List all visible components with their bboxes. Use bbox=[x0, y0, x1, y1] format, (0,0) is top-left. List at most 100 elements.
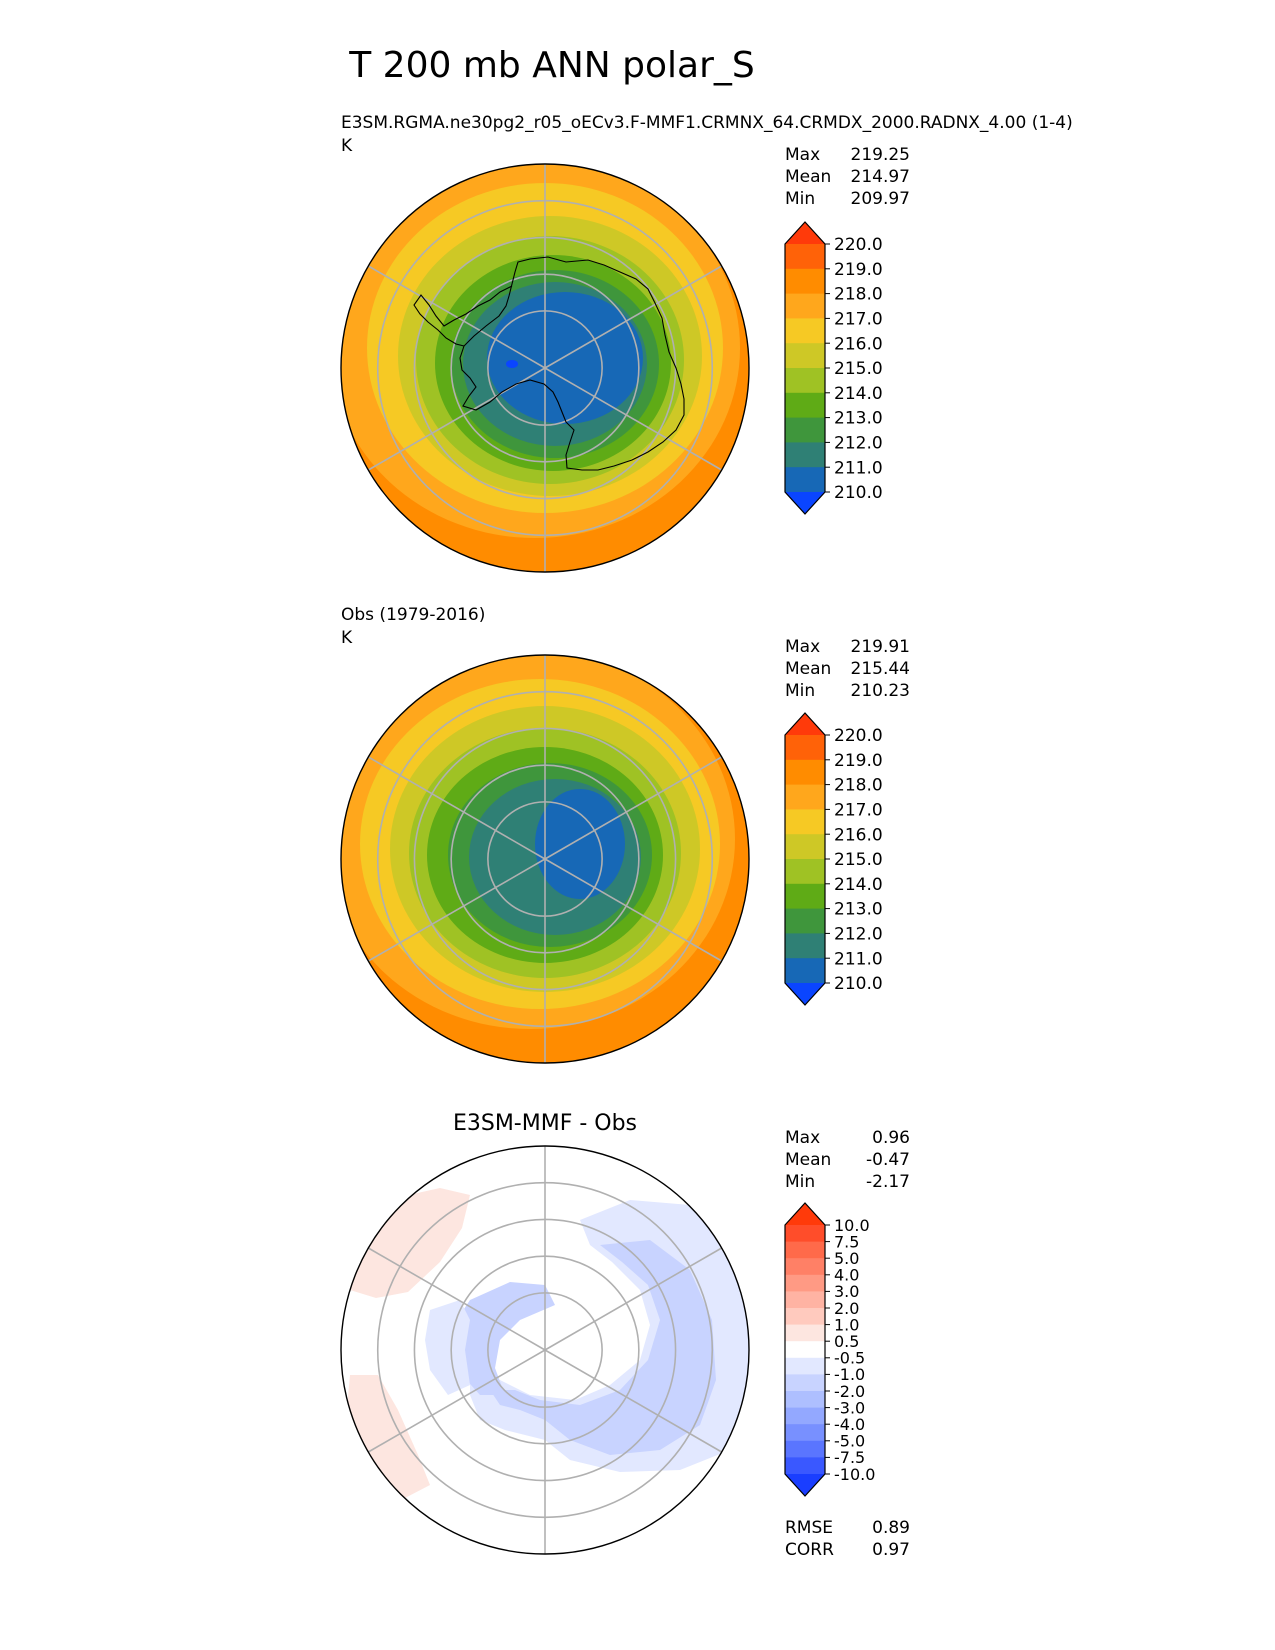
model-colorbar-segment bbox=[785, 293, 825, 319]
model-colorbar-tick-label: 219.0 bbox=[834, 260, 883, 280]
model-colorbar-tick-label: 217.0 bbox=[834, 310, 883, 330]
diff-colorbar-segment bbox=[785, 1308, 825, 1326]
obs-stat-min-value: 210.23 bbox=[851, 681, 910, 701]
diff-stat-max-value: 0.96 bbox=[872, 1128, 910, 1148]
diff-colorbar-segment bbox=[785, 1324, 825, 1342]
meridian-line bbox=[544, 1349, 723, 1453]
obs-polar-map bbox=[340, 654, 750, 1064]
meridian-line bbox=[367, 1247, 546, 1351]
model-colorbar-segment bbox=[785, 467, 825, 493]
diff-colorbar: 10.07.55.04.03.02.01.00.5-0.5-1.0-2.0-3.… bbox=[784, 1202, 875, 1497]
model-map-border bbox=[340, 163, 750, 573]
model-colorbar-tick-label: 211.0 bbox=[834, 458, 883, 478]
model-colorbar-segment bbox=[785, 343, 825, 369]
temperature-contour-band bbox=[535, 789, 625, 899]
diff-map-border bbox=[340, 1145, 750, 1555]
meridian-line bbox=[367, 367, 546, 471]
diff-colorbar-segment bbox=[785, 1225, 825, 1243]
diff-colorbar-segment bbox=[785, 1440, 825, 1458]
meridian-line bbox=[544, 858, 723, 962]
diff-metric-rmse-value: 0.89 bbox=[872, 1518, 910, 1538]
diff-colorbar-tick-label: 1.0 bbox=[834, 1315, 859, 1334]
model-stat-max-value: 219.25 bbox=[851, 145, 910, 165]
model-coastline bbox=[413, 256, 685, 471]
obs-colorbar-segment bbox=[785, 933, 825, 959]
obs-colorbar-tick-label: 213.0 bbox=[834, 900, 883, 920]
obs-colorbar-extend-max bbox=[785, 713, 825, 735]
diff-colorbar-tick-label: -1.0 bbox=[834, 1365, 865, 1384]
diff-colorbar-tick-label: -4.0 bbox=[834, 1415, 865, 1434]
model-colorbar-segment bbox=[785, 417, 825, 443]
diff-colorbar-tick-label: 10.0 bbox=[834, 1216, 870, 1235]
diff-colorbar-tick-label: -7.5 bbox=[834, 1448, 865, 1467]
diff-colorbar-segment bbox=[785, 1391, 825, 1409]
model-peninsula-coastline bbox=[413, 285, 513, 347]
diff-colorbar-extend-min bbox=[785, 1474, 825, 1496]
diff-metric-corr-value: 0.97 bbox=[872, 1540, 910, 1560]
obs-colorbar-tick-label: 215.0 bbox=[834, 850, 883, 870]
obs-colorbar-tick-label: 212.0 bbox=[834, 925, 883, 945]
meridian-line bbox=[544, 265, 723, 369]
diff-metrics: RMSE 0.89 CORR 0.97 bbox=[785, 1518, 910, 1560]
model-stat-max-label: Max bbox=[785, 145, 820, 165]
model-colorbar-tick-label: 213.0 bbox=[834, 409, 883, 429]
diff-colorbar-extend-max bbox=[785, 1203, 825, 1225]
panel-model: E3SM.RGMA.ne30pg2_r05_oECv3.F-MMF1.CRMNX… bbox=[340, 113, 1073, 573]
obs-colorbar-extend-min bbox=[785, 983, 825, 1005]
obs-colorbar-tick-label: 219.0 bbox=[834, 751, 883, 771]
panel-obs-title: Obs (1979-2016) bbox=[341, 605, 485, 625]
diff-colorbar-segment bbox=[785, 1407, 825, 1425]
obs-colorbar-tick-label: 211.0 bbox=[834, 949, 883, 969]
meridian-line bbox=[544, 1247, 723, 1351]
obs-colorbar-tick-label: 217.0 bbox=[834, 801, 883, 821]
obs-colorbar-segment bbox=[785, 883, 825, 910]
obs-colorbar-segment bbox=[785, 809, 825, 835]
model-colorbar-segment bbox=[785, 244, 825, 270]
diff-colorbar-tick-label: -0.5 bbox=[834, 1349, 865, 1368]
obs-colorbar-segment bbox=[785, 908, 825, 934]
diff-colorbar-tick-label: 3.0 bbox=[834, 1282, 859, 1301]
model-stat-mean-value: 214.97 bbox=[851, 167, 910, 187]
panel-model-title: E3SM.RGMA.ne30pg2_r05_oECv3.F-MMF1.CRMNX… bbox=[341, 113, 1073, 133]
model-temperature-field bbox=[341, 164, 740, 538]
model-colorbar-segment bbox=[785, 268, 825, 295]
obs-stat-min-label: Min bbox=[785, 681, 815, 701]
obs-colorbar-segment bbox=[785, 759, 825, 786]
panel-model-units: K bbox=[341, 136, 353, 156]
diff-polar-map bbox=[340, 1145, 750, 1555]
panel-diff-title: E3SM-MMF - Obs bbox=[453, 1111, 637, 1136]
model-polar-map bbox=[340, 163, 750, 573]
diff-graticule bbox=[367, 1146, 723, 1554]
diff-metric-rmse-label: RMSE bbox=[785, 1518, 833, 1538]
obs-colorbar-segment bbox=[785, 859, 825, 885]
obs-colorbar-tick-label: 216.0 bbox=[834, 825, 883, 845]
diff-negative-anomaly-west bbox=[425, 1300, 470, 1395]
meridian-line bbox=[367, 858, 546, 962]
model-colorbar-segment bbox=[785, 368, 825, 394]
obs-colorbar-tick-label: 214.0 bbox=[834, 875, 883, 895]
diff-metric-corr-label: CORR bbox=[785, 1540, 834, 1560]
diff-colorbar-tick-label: 4.0 bbox=[834, 1266, 859, 1285]
diff-stats: Max 0.96 Mean -0.47 Min -2.17 bbox=[785, 1128, 910, 1192]
obs-stat-mean-label: Mean bbox=[785, 659, 831, 679]
model-stats: Max 219.25 Mean 214.97 Min 209.97 bbox=[785, 145, 910, 209]
temperature-contour-band bbox=[506, 360, 518, 368]
diff-colorbar-tick-label: 7.5 bbox=[834, 1232, 859, 1251]
diff-colorbar-tick-label: -5.0 bbox=[834, 1432, 865, 1451]
meridian-line bbox=[544, 367, 723, 471]
diff-colorbar-segment bbox=[785, 1457, 825, 1475]
diff-colorbar-segment bbox=[785, 1424, 825, 1442]
model-colorbar-extend-max bbox=[785, 222, 825, 244]
meridian-line bbox=[367, 1349, 546, 1453]
diff-stat-mean-label: Mean bbox=[785, 1150, 831, 1170]
diff-stat-min-label: Min bbox=[785, 1172, 815, 1192]
diff-colorbar-tick-label: 5.0 bbox=[834, 1249, 859, 1268]
obs-colorbar-segment bbox=[785, 784, 825, 810]
model-colorbar-tick-label: 216.0 bbox=[834, 334, 883, 354]
model-stat-mean-label: Mean bbox=[785, 167, 831, 187]
diff-colorbar-segment bbox=[785, 1357, 825, 1375]
diff-colorbar-tick-label: 2.0 bbox=[834, 1299, 859, 1318]
diff-colorbar-segment bbox=[785, 1341, 825, 1359]
diff-colorbar-tick-label: -10.0 bbox=[834, 1465, 875, 1484]
